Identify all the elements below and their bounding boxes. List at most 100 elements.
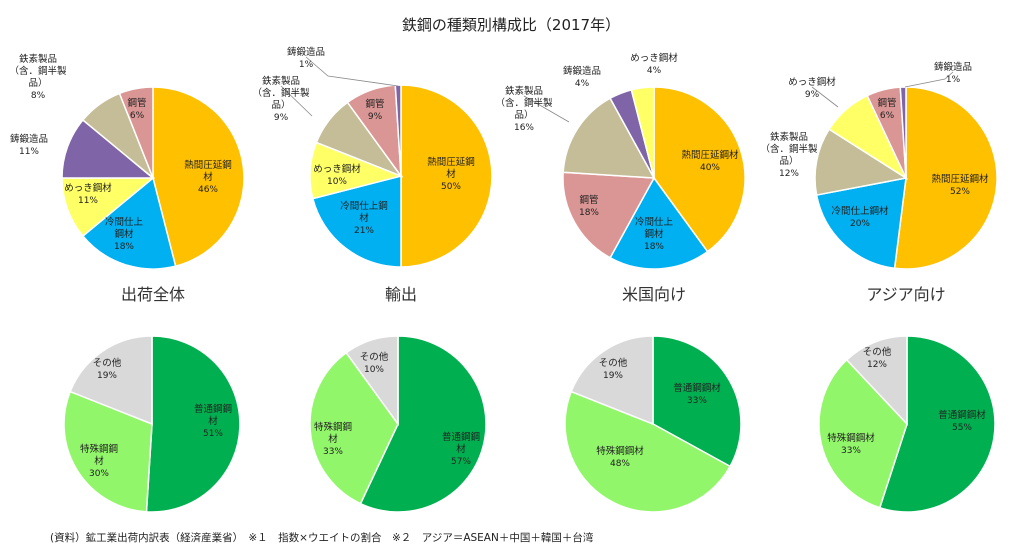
slice-name: （含．鋼半製 xyxy=(760,143,818,155)
slice-percent: 16% xyxy=(514,123,534,133)
slice-label-cast_forged: 鋳鍛造品 1% xyxy=(934,61,972,85)
slice-name: 鋼管 xyxy=(365,98,384,110)
slice-label-cold_finished: 冷間仕上鋼材 18% xyxy=(105,216,144,252)
pie-slice-special xyxy=(63,390,153,513)
slice-percent: 10% xyxy=(364,365,384,375)
slice-label-cast_forged: 鋳鍛造品 11% xyxy=(10,133,48,157)
group-title: 輸出 xyxy=(385,285,417,304)
slice-name: （含．鋼半製 xyxy=(252,87,310,99)
slice-name: 鉄素製品 xyxy=(19,53,57,65)
slice-name: 品） xyxy=(28,77,47,89)
pie-slice-wire xyxy=(814,128,909,196)
slice-percent: 55% xyxy=(952,423,972,433)
pie-slice-wire xyxy=(562,97,656,179)
slice-label-special: 特殊鋼鋼材 33% xyxy=(314,421,352,457)
slice-name: めっき鋼材 xyxy=(313,163,361,175)
slice-label-hot_rolled: 熱間圧延鋼材 40% xyxy=(681,149,739,173)
slice-name: めっき鋼材 xyxy=(788,76,836,88)
slice-percent: 12% xyxy=(779,169,799,179)
slice-name: その他 xyxy=(93,357,122,369)
pie-slice-ordinary xyxy=(145,335,241,513)
slice-label-wire: 鉄素製品（含．鋼半製品） 16% xyxy=(495,85,553,133)
pie-slice-cold_finished xyxy=(311,175,402,268)
footnote: (資料）鉱工業出荷内訳表（経済産業省） ※１ 指数×ウエイトの割合 ※２ アジア… xyxy=(50,531,594,544)
slice-percent: 21% xyxy=(354,226,374,236)
slice-name: 熱間圧延鋼材 xyxy=(681,149,739,161)
slice-name: 普通鋼鋼 xyxy=(194,403,232,415)
slice-label-special: 特殊鋼鋼材 48% xyxy=(596,445,644,469)
slice-label-other: その他 12% xyxy=(863,346,892,370)
slice-name: 品） xyxy=(514,109,533,121)
slice-percent: 9% xyxy=(274,113,289,123)
slice-name: 鉄素製品 xyxy=(770,131,808,143)
slice-label-wire: 鉄素製品（含．鋼半製品） 8% xyxy=(9,53,67,101)
pie-chart-6: 普通鋼鋼材 57%特殊鋼鋼材 33%その他 10% xyxy=(309,335,487,513)
pie-slice-other xyxy=(69,335,153,426)
slice-percent: 46% xyxy=(198,185,218,195)
slice-label-other: その他 19% xyxy=(599,357,628,381)
slice-percent: 50% xyxy=(441,182,461,192)
slice-name: その他 xyxy=(599,357,628,369)
slice-name: 冷間仕上 xyxy=(105,216,144,228)
slice-name: 鉄素製品 xyxy=(505,85,543,97)
slice-label-special: 特殊鋼鋼材 33% xyxy=(827,432,875,456)
pie-slice-hot_rolled xyxy=(893,86,998,270)
slice-label-pipe: 鋼管 18% xyxy=(579,194,599,218)
pie-slice-cold_finished xyxy=(815,177,907,270)
slice-name: 材 xyxy=(203,171,213,183)
slice-name: 鋼材 xyxy=(644,228,664,240)
slice-name: 特殊鋼鋼 xyxy=(80,443,118,455)
slice-name: 鋼材 xyxy=(114,228,134,240)
slice-percent: 10% xyxy=(327,177,347,187)
slice-percent: 30% xyxy=(89,469,109,479)
slice-percent: 11% xyxy=(19,147,39,157)
slice-percent: 52% xyxy=(950,187,970,197)
slice-percent: 48% xyxy=(610,459,630,469)
slice-label-cold_finished: 冷間仕上鋼材 21% xyxy=(340,200,388,236)
slice-label-cold_finished: 冷間仕上鋼材 18% xyxy=(635,216,674,252)
pie-slice-other xyxy=(845,335,908,426)
slice-percent: 9% xyxy=(805,90,820,100)
slice-label-ordinary: 普通鋼鋼材 57% xyxy=(442,431,480,467)
slice-name: 材 xyxy=(446,168,456,180)
slice-name: 熱間圧延鋼 xyxy=(427,156,475,168)
group-title: アジア向け xyxy=(866,285,945,304)
slice-label-plated: めっき鋼材 9% xyxy=(788,76,836,100)
slice-name: 特殊鋼鋼材 xyxy=(827,432,875,444)
slice-label-ordinary: 普通鋼鋼材 33% xyxy=(673,382,721,406)
slice-percent: 4% xyxy=(575,79,590,89)
slice-name: （含．鋼半製 xyxy=(9,65,67,77)
slice-label-pipe: 鋼管 6% xyxy=(877,97,896,121)
slice-percent: 6% xyxy=(880,111,895,121)
pie-slice-cold_finished xyxy=(609,176,709,270)
slice-percent: 33% xyxy=(841,446,861,456)
pie-chart-8: 普通鋼鋼材 55% 特殊鋼鋼材 33% その他 12% xyxy=(818,335,996,513)
slice-name: 材 xyxy=(208,415,218,427)
pie-slice-hot_rolled xyxy=(653,86,746,253)
slice-name: 鋼管 xyxy=(127,97,146,109)
pie-chart-5: 普通鋼鋼材 51%特殊鋼鋼材 30%その他 19% xyxy=(63,335,241,513)
pie-slice-hot_rolled xyxy=(152,86,245,268)
slice-percent: 51% xyxy=(203,429,223,439)
pie-chart-4: 熱間圧延鋼材 52% 冷間仕上鋼材 20% 鉄素製品（含．鋼半製品） 12% めっき鋼材 9%… xyxy=(760,61,998,270)
slice-name: 鋳鍛造品 xyxy=(10,133,48,145)
pie-slice-plated xyxy=(630,86,655,179)
slice-name: 特殊鋼鋼 xyxy=(314,421,352,433)
group-title: 米国向け xyxy=(622,285,686,304)
slice-label-cast_forged: 鋳鍛造品 1% xyxy=(287,46,325,70)
slice-label-plated: めっき鋼材 4% xyxy=(630,52,678,76)
slice-label-ordinary: 普通鋼鋼材 55% xyxy=(938,409,986,433)
chart-title: 鉄鋼の種類別構成比（2017年） xyxy=(402,16,620,34)
slice-percent: 11% xyxy=(78,196,98,206)
pie-slice-ordinary xyxy=(359,335,487,513)
slice-name: 材 xyxy=(328,433,338,445)
slice-label-ordinary: 普通鋼鋼材 51% xyxy=(194,403,232,439)
slice-name: めっき鋼材 xyxy=(64,182,112,194)
slice-percent: 18% xyxy=(579,208,599,218)
slice-label-special: 特殊鋼鋼材 30% xyxy=(80,443,118,479)
pie-slice-hot_rolled xyxy=(400,84,493,268)
slice-label-plated: めっき鋼材 11% xyxy=(64,182,112,206)
group-title: 出荷全体 xyxy=(121,285,185,304)
slice-name: その他 xyxy=(863,346,892,358)
slice-label-wire: 鉄素製品（含．鋼半製品） 12% xyxy=(760,131,818,179)
